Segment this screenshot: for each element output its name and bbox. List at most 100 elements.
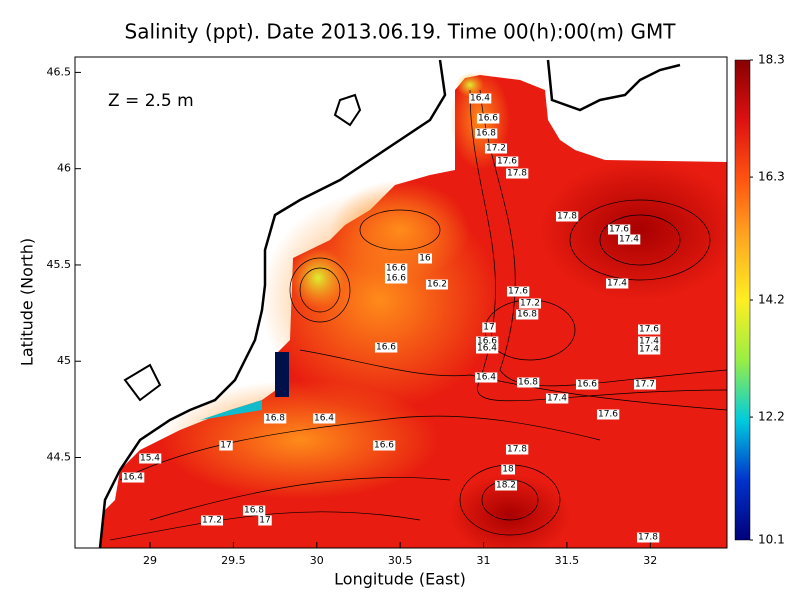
colorbar-tick-label: 14.2	[758, 293, 785, 307]
contour-label: 17.8	[638, 533, 658, 543]
contour-label: 16.4	[470, 94, 490, 104]
coastline	[333, 93, 362, 127]
x-axis-label: Longitude (East)	[334, 570, 466, 589]
colorbar-scale	[734, 59, 751, 541]
contour-label: 16.6	[376, 343, 396, 353]
contour-label: 16.8	[518, 378, 538, 388]
map-field	[75, 59, 727, 548]
contour-label: 17.6	[609, 225, 629, 235]
colorbar: 10.1 12.2 14.2 16.3 18.3	[734, 53, 785, 547]
colorbar-tick-label: 12.2	[758, 410, 785, 424]
contour-label-box	[312, 413, 336, 424]
contour-label: 17.8	[507, 445, 527, 455]
field-shade	[540, 160, 727, 300]
contour-label: 18	[502, 465, 514, 475]
depth-annotation: Z = 2.5 m	[108, 91, 194, 111]
field-shade	[456, 73, 484, 97]
contour-label: 16	[419, 254, 431, 264]
contour-label-box	[482, 322, 496, 333]
contour-label: 17.2	[520, 299, 540, 309]
colorbar-tick-label: 10.1	[758, 533, 785, 547]
y-tick-label: 46.5	[47, 65, 72, 78]
plot-frame	[74, 56, 728, 549]
contour-label-box	[617, 234, 641, 245]
contour-label: 17.4	[547, 394, 567, 404]
contour-label: 16.8	[265, 414, 285, 424]
contour-label-box	[372, 440, 396, 451]
contour-label-box	[258, 515, 272, 526]
contours	[109, 89, 727, 541]
contour-label: 17.4	[619, 235, 639, 245]
field-shade	[450, 475, 570, 548]
contour-label: 17.8	[557, 212, 577, 222]
contour-label-box	[633, 379, 657, 390]
contour-label-box	[636, 532, 660, 543]
contour-label: 17.7	[635, 380, 655, 390]
contour-label-box	[575, 379, 599, 390]
contour-label: 16.6	[477, 337, 497, 347]
y-axis-label: Latitude (North)	[18, 238, 37, 366]
contour-label-box	[474, 128, 498, 139]
contour-label-box	[242, 505, 266, 516]
contour-label-box	[516, 377, 540, 388]
coastline	[546, 59, 681, 112]
contour-label-box	[263, 413, 287, 424]
contour-label: 16.4	[476, 373, 496, 383]
coastline	[123, 363, 162, 402]
contour-label-box	[384, 263, 408, 274]
contour-label-box	[384, 273, 408, 284]
contour-label-box	[518, 298, 542, 309]
contour-label-box	[484, 143, 508, 154]
contour-label-box	[545, 393, 569, 404]
contour-label-box	[494, 480, 518, 491]
y-tick-label: 44.5	[47, 451, 72, 464]
contour-label-box	[468, 93, 492, 104]
contour-label: 16.4	[123, 473, 143, 483]
contour-label: 17.4	[639, 337, 659, 347]
contour-label-box	[418, 253, 432, 264]
contour-label: 16.6	[478, 114, 498, 124]
x-tick-label: 31.5	[555, 554, 580, 567]
contour-label-box	[505, 444, 529, 455]
x-tick-label: 31	[477, 554, 491, 567]
contour-label: 18.2	[496, 481, 516, 491]
y-tick-label: 45	[57, 354, 71, 367]
contour-label: 17.8	[507, 169, 527, 179]
contour-label: 16.4	[477, 344, 497, 354]
y-tick-label: 45.5	[47, 258, 72, 271]
field-shade	[330, 180, 470, 280]
contour-label-box	[425, 279, 449, 290]
contour-label: 16.2	[427, 280, 447, 290]
contour-label: 16.6	[386, 274, 406, 284]
contour-label: 16.8	[244, 506, 264, 516]
contour-label: 16.6	[577, 380, 597, 390]
coastline	[98, 59, 447, 548]
contour-label: 16.8	[517, 310, 537, 320]
contour-label-box	[607, 224, 631, 235]
x-tick-label: 30	[310, 554, 324, 567]
contour-label-box	[476, 113, 500, 124]
colorbar-tick-label: 16.3	[758, 170, 785, 184]
contour-label: 17.6	[639, 325, 659, 335]
land	[75, 60, 445, 548]
contour-label-box	[200, 515, 224, 526]
contour-label-box	[475, 336, 499, 347]
contour-label-box	[374, 342, 398, 353]
contour-label-box	[505, 168, 529, 179]
contour-label: 16.6	[386, 264, 406, 274]
contour-label-box	[515, 309, 539, 320]
x-tick-label: 29.5	[221, 554, 246, 567]
contour-label: 17.6	[508, 287, 528, 297]
contour-label: 17	[259, 516, 270, 526]
contour-label-box	[219, 440, 233, 451]
y-tick-label: 46	[57, 162, 71, 175]
field-shade	[200, 400, 262, 420]
contour-label-box	[474, 372, 498, 383]
colorbar-tick-label: 18.3	[758, 53, 785, 67]
contour-label: 17.2	[486, 144, 506, 154]
contour-label: 16.6	[374, 441, 394, 451]
contour-label-box	[605, 278, 629, 289]
field-shade	[290, 248, 346, 308]
x-tick-label: 29	[143, 554, 157, 567]
contour-label-box	[475, 343, 499, 354]
